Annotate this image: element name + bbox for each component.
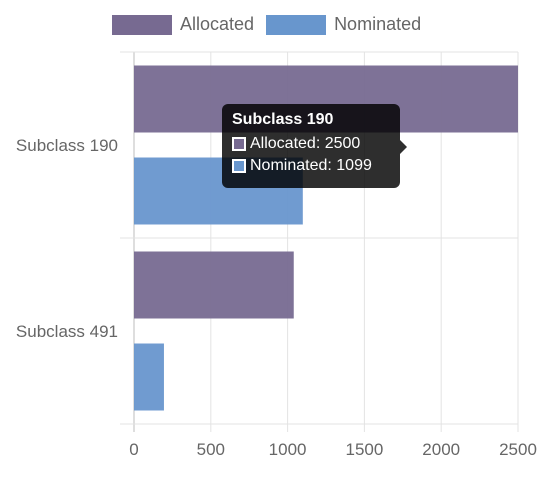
x-tick-label: 500	[197, 440, 225, 459]
x-tick-label: 1000	[269, 440, 307, 459]
chart-tooltip: Subclass 190 Allocated: 2500 Nominated: …	[222, 104, 407, 188]
chart-legend: Allocated Nominated	[112, 14, 433, 35]
x-tick-label: 1500	[345, 440, 383, 459]
x-tick-label: 0	[129, 440, 138, 459]
y-category-label: Subclass 190	[16, 136, 118, 155]
x-tick-label: 2500	[499, 440, 537, 459]
legend-label-nominated: Nominated	[334, 14, 422, 34]
tooltip-row-nominated: Nominated: 1099	[232, 155, 390, 177]
tooltip-title: Subclass 190	[232, 111, 334, 128]
legend-item-nominated[interactable]: Nominated	[266, 14, 421, 35]
legend-item-allocated[interactable]: Allocated	[112, 14, 254, 35]
x-tick-label: 2000	[422, 440, 460, 459]
tooltip-swatch-nominated	[232, 159, 246, 173]
bar-allocated-subclass-491	[134, 251, 294, 319]
bar-nominated-subclass-491	[134, 343, 164, 411]
legend-swatch-allocated	[112, 14, 172, 35]
tooltip-row-allocated: Allocated: 2500	[232, 133, 390, 155]
tooltip-label-allocated: Allocated: 2500	[250, 135, 361, 152]
legend-swatch-nominated	[266, 14, 327, 35]
y-category-label: Subclass 491	[16, 322, 118, 341]
tooltip-swatch-allocated	[232, 137, 246, 151]
legend-label-allocated: Allocated	[180, 14, 255, 34]
tooltip-label-nominated: Nominated: 1099	[250, 157, 372, 174]
